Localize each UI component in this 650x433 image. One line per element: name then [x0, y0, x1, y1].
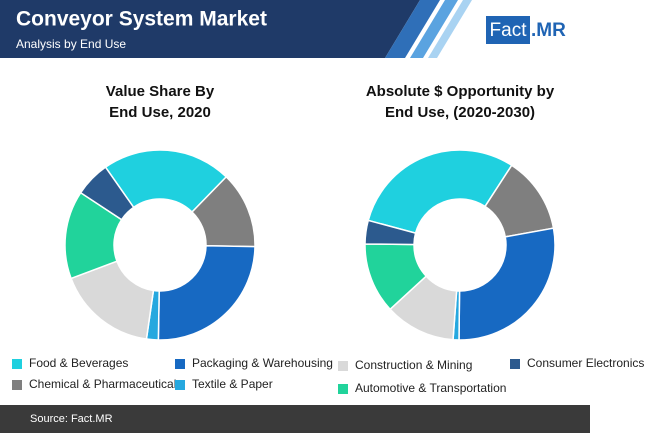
chart-title: Value Share By [106, 83, 215, 100]
chart-title: End Use, 2020 [109, 104, 211, 121]
legend-label: Construction & Mining [355, 358, 472, 372]
logo-right: .MR [531, 20, 566, 41]
legend-label: Textile & Paper [192, 377, 273, 391]
logo-box [486, 16, 530, 44]
legend-label: Packaging & Warehousing [192, 356, 333, 370]
legend-swatch [175, 380, 185, 390]
legend-swatch [338, 384, 348, 394]
footer-bar [0, 405, 590, 433]
legend-label: Consumer Electronics [527, 356, 644, 370]
donut-slice [157, 245, 256, 341]
header-stripe [385, 0, 440, 58]
header-stripe [428, 0, 472, 58]
legend-swatch [338, 361, 348, 371]
header-title: Conveyor System Market [16, 8, 267, 31]
header-subtitle: Analysis by End Use [16, 37, 126, 51]
donut-slice [458, 227, 556, 341]
legend-swatch [12, 359, 22, 369]
chart-title: Absolute $ Opportunity by [366, 83, 555, 100]
legend-swatch [510, 359, 520, 369]
header-stripe [410, 0, 458, 58]
donut-slice [79, 166, 135, 221]
donut-slice [364, 219, 417, 246]
donut-slice [104, 149, 228, 214]
legend-label: Food & Beverages [29, 356, 128, 370]
legend-label: Chemical & Pharmaceutical [29, 377, 176, 391]
footer-source: Source: Fact.MR [30, 413, 113, 425]
donut-slice [367, 149, 513, 235]
legend-swatch [12, 380, 22, 390]
logo-left: Fact [490, 20, 528, 41]
header-banner [0, 0, 420, 58]
legend-label: Automotive & Transportation [355, 381, 506, 395]
chart-title: End Use, (2020-2030) [385, 104, 535, 121]
legend-swatch [175, 359, 185, 369]
